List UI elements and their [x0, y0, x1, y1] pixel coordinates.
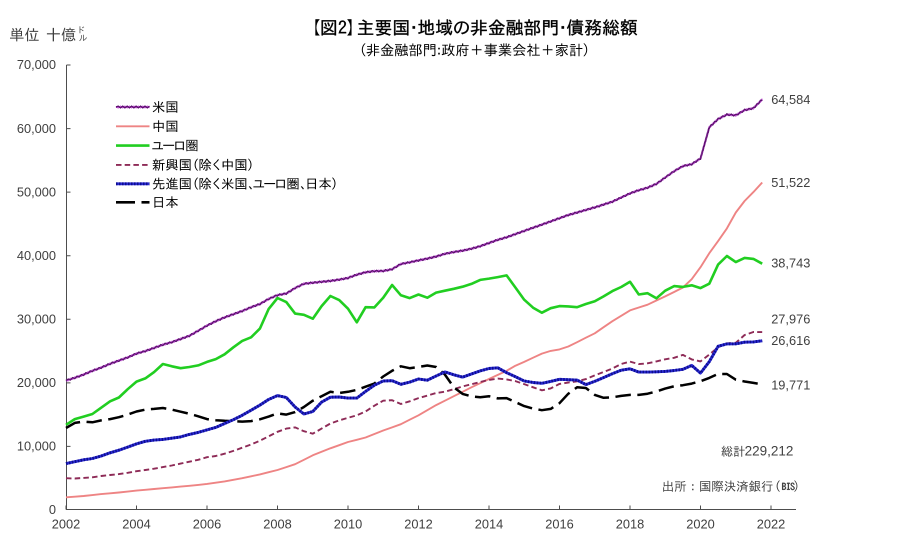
- svg-text:2010: 2010: [334, 516, 362, 531]
- svg-text:64,584: 64,584: [771, 92, 810, 107]
- svg-text:2020: 2020: [686, 516, 714, 531]
- svg-text:2014: 2014: [475, 516, 503, 531]
- svg-text:70,000: 70,000: [17, 57, 56, 72]
- svg-text:2022: 2022: [757, 516, 785, 531]
- svg-text:2002: 2002: [52, 516, 80, 531]
- svg-text:2016: 2016: [545, 516, 573, 531]
- svg-text:30,000: 30,000: [17, 311, 56, 326]
- svg-text:19,771: 19,771: [771, 378, 810, 393]
- svg-text:26,616: 26,616: [771, 333, 810, 348]
- svg-text:2006: 2006: [193, 516, 221, 531]
- svg-text:40,000: 40,000: [17, 248, 56, 263]
- svg-text:2012: 2012: [404, 516, 432, 531]
- svg-text:60,000: 60,000: [17, 121, 56, 136]
- svg-text:229,212: 229,212: [745, 444, 794, 459]
- svg-text:51,522: 51,522: [771, 175, 810, 190]
- svg-text:38,743: 38,743: [771, 256, 810, 271]
- svg-text:0: 0: [49, 502, 56, 517]
- svg-text:2018: 2018: [616, 516, 644, 531]
- svg-text:27,976: 27,976: [771, 312, 810, 327]
- svg-text:50,000: 50,000: [17, 184, 56, 199]
- svg-text:10,000: 10,000: [17, 439, 56, 454]
- svg-text:2008: 2008: [263, 516, 291, 531]
- svg-text:20,000: 20,000: [17, 375, 56, 390]
- svg-text:2004: 2004: [122, 516, 150, 531]
